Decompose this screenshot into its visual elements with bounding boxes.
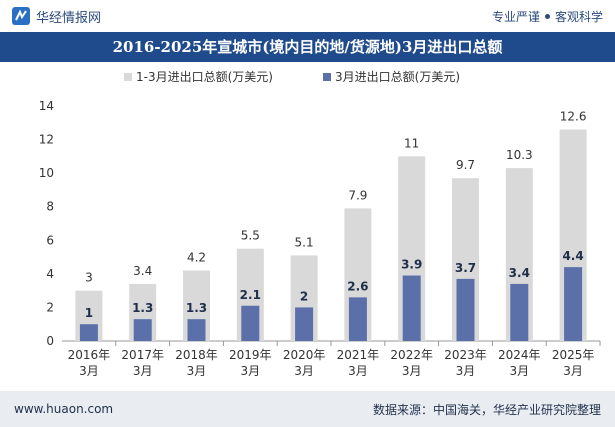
data-label-march: 2.1 <box>240 288 261 302</box>
x-tick-label-line: 2023年 <box>444 348 487 362</box>
data-label-march: 2.6 <box>347 279 368 293</box>
bar-chart: 1-3月进出口总额(万美元) 3月进出口总额(万美元)02468101214312… <box>39 70 601 378</box>
y-tick-label: 4 <box>46 267 54 281</box>
bar-march <box>133 319 152 341</box>
x-tick-label-line: 2025年 <box>552 348 595 362</box>
bar-march <box>348 297 367 341</box>
brand-logo-icon <box>12 7 30 25</box>
x-tick-label: 2024年 3月 <box>498 348 541 378</box>
brand[interactable]: 华经情报网 <box>12 7 101 26</box>
data-label-march: 2 <box>300 289 308 303</box>
x-tick-label: 2025年 3月 <box>552 348 595 378</box>
legend-label-2: 3月进出口总额(万美元) <box>335 70 460 84</box>
data-label-total: 11 <box>404 136 419 150</box>
site-name: 华经情报网 <box>36 10 102 26</box>
x-tick-label-line: 3月 <box>456 364 476 378</box>
x-tick-label: 2017年 3月 <box>121 348 164 378</box>
y-tick-label: 2 <box>46 300 54 314</box>
data-label-march: 3.7 <box>455 261 476 275</box>
y-tick-label: 6 <box>46 233 54 247</box>
tagline-right: 客观科学 <box>554 9 603 24</box>
top-bar: 华经情报网 专业严谨 客观科学 <box>0 0 615 32</box>
data-label-march: 1 <box>85 306 93 320</box>
x-tick-label-line: 3月 <box>348 364 368 378</box>
data-label-march: 1.3 <box>186 301 207 315</box>
bar-march <box>241 305 260 341</box>
bar-march <box>402 275 421 341</box>
x-tick-label-line: 3月 <box>563 364 583 378</box>
legend-swatch-1 <box>124 73 132 81</box>
data-label-total: 10.3 <box>506 148 533 162</box>
data-label-total: 7.9 <box>348 188 367 202</box>
bar-march <box>79 324 98 341</box>
data-label-total: 12.6 <box>560 110 587 124</box>
legend-label-1: 1-3月进出口总额(万美元) <box>136 70 273 84</box>
footer-website[interactable]: www.huaon.com <box>14 402 114 416</box>
x-tick-label-line: 2019年 <box>229 348 272 362</box>
x-tick-label-line: 2024年 <box>498 348 541 362</box>
x-tick-label-line: 2020年 <box>283 348 326 362</box>
separator-dot-icon <box>544 13 550 19</box>
data-label-total: 4.2 <box>187 251 206 265</box>
data-label-total: 3.4 <box>133 264 152 278</box>
x-tick-label-line: 3月 <box>509 364 529 378</box>
data-label-march: 1.3 <box>132 301 153 315</box>
x-tick-label: 2020年 3月 <box>283 348 326 378</box>
x-tick-label-line: 2018年 <box>175 348 218 362</box>
x-tick-label-line: 2021年 <box>337 348 380 362</box>
x-tick-label-line: 3月 <box>133 364 153 378</box>
bar-march <box>295 307 314 341</box>
y-tick-label: 12 <box>39 133 54 147</box>
tagline: 专业严谨 客观科学 <box>492 8 603 25</box>
bar-march <box>456 278 475 341</box>
y-tick-label: 10 <box>39 166 54 180</box>
x-tick-label: 2021年 3月 <box>337 348 380 378</box>
data-label-march: 4.4 <box>562 249 583 263</box>
footer: www.huaon.com 数据来源：中国海关，华经产业研究院整理 <box>0 391 615 427</box>
legend-swatch-2 <box>323 73 331 81</box>
data-label-march: 3.9 <box>401 258 422 272</box>
bar-march <box>564 267 583 341</box>
data-label-march: 3.4 <box>509 266 530 280</box>
x-tick-label-line: 3月 <box>79 364 99 378</box>
x-tick-label-line: 2016年 <box>68 348 111 362</box>
footer-source: 数据来源：中国海关，华经产业研究院整理 <box>372 402 601 417</box>
x-tick-label-line: 3月 <box>294 364 314 378</box>
bar-march <box>187 319 206 341</box>
y-tick-label: 14 <box>39 99 54 113</box>
tagline-left: 专业严谨 <box>491 9 540 24</box>
y-tick-label: 8 <box>46 200 54 214</box>
x-tick-label-line: 2022年 <box>390 348 433 362</box>
x-tick-label: 2016年 3月 <box>68 348 111 378</box>
x-tick-label: 2019年 3月 <box>229 348 272 378</box>
x-tick-label: 2018年 3月 <box>175 348 218 378</box>
x-tick-label-line: 3月 <box>402 364 422 378</box>
bar-march <box>510 283 529 341</box>
data-label-total: 5.1 <box>295 235 314 249</box>
x-tick-label-line: 2017年 <box>121 348 164 362</box>
data-label-total: 3 <box>85 271 93 285</box>
data-label-total: 5.5 <box>241 229 260 243</box>
x-tick-label: 2023年 3月 <box>444 348 487 378</box>
y-tick-label: 0 <box>46 334 54 348</box>
x-tick-label: 2022年 3月 <box>390 348 433 378</box>
chart-title: 2016-2025年宣城市(境内目的地/货源地)3月进出口总额 <box>0 32 615 62</box>
x-tick-label-line: 3月 <box>240 364 260 378</box>
data-label-total: 9.7 <box>456 158 475 172</box>
x-tick-label-line: 3月 <box>187 364 207 378</box>
